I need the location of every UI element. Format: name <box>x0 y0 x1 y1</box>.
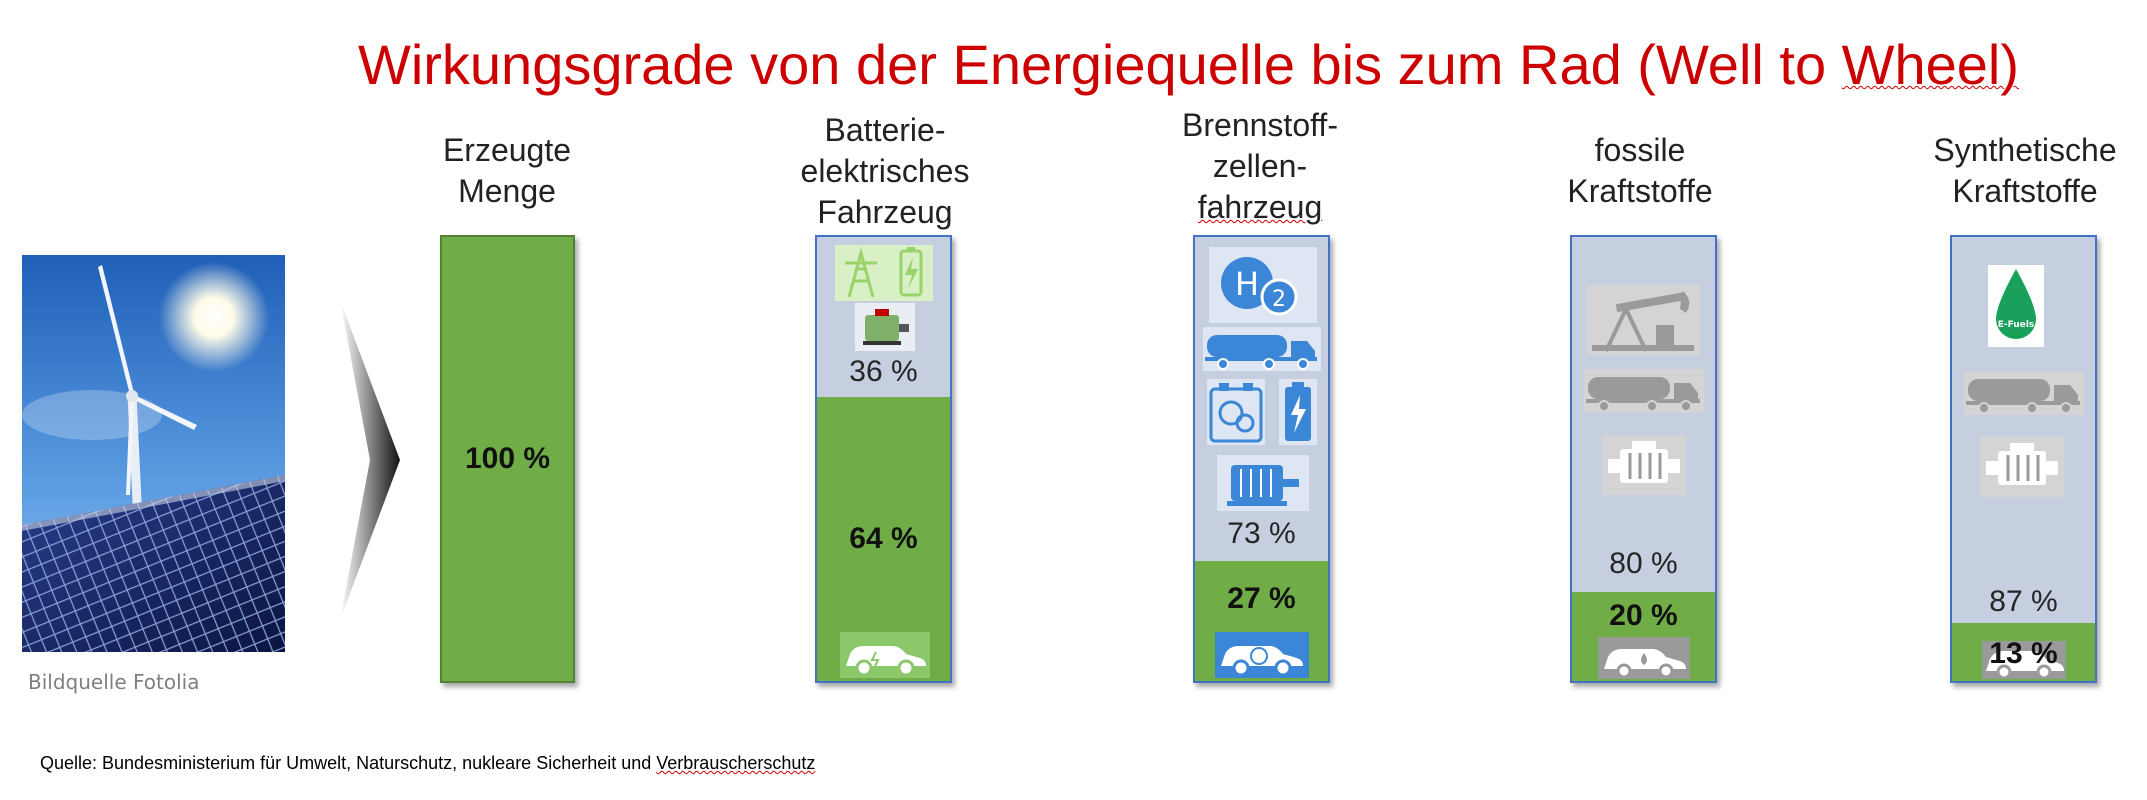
arrow-right-icon <box>340 300 400 620</box>
label-line: Erzeugte <box>442 132 572 168</box>
bar-batterie-elektrisch: 36 % 64 % <box>815 235 952 683</box>
hydrogen-icon: H 2 <box>1209 247 1317 323</box>
column-label-synthetisch: Synthetische Kraftstoffe <box>1920 130 2130 212</box>
electric-car-icon <box>840 632 930 678</box>
electric-motor-icon <box>1217 455 1309 511</box>
column-label-erzeugte-menge: Erzeugte Menge <box>422 130 592 212</box>
efficiency-value-label: 64 % <box>849 522 918 555</box>
hydrogen-tank-icon <box>1207 379 1265 445</box>
loss-value-label: 36 % <box>849 355 918 388</box>
power-pylon-icon <box>835 245 933 301</box>
battery-icon <box>1279 379 1317 445</box>
efficiency-value-label: 27 % <box>1227 582 1296 615</box>
svg-text:2: 2 <box>1272 287 1286 312</box>
tanker-truck-icon <box>1203 327 1321 371</box>
loss-value-label: 87 % <box>1989 585 2058 618</box>
combustion-engine-icon <box>1980 437 2064 497</box>
column-label-batterie: Batterie- elektrisches Fahrzeug <box>780 110 990 233</box>
combustion-engine-icon <box>1602 435 1686 495</box>
electric-motor-icon <box>855 303 915 351</box>
column-label-brennstoffzelle: Brennstoff- zellen- fahrzeug <box>1160 105 1360 228</box>
tanker-truck-icon <box>1964 371 2084 415</box>
hydrogen-car-icon <box>1215 632 1309 678</box>
e-fuels-drop-icon: E-Fuels <box>1988 265 2044 347</box>
tanker-truck-icon <box>1584 369 1704 413</box>
label-line: Fahrzeug <box>817 194 953 230</box>
label-line: fossile <box>1594 132 1686 168</box>
wind-turbine-solar-photo <box>22 255 285 652</box>
label-line: elektrisches <box>800 153 970 189</box>
label-line: zellen- <box>1212 148 1308 184</box>
label-line: Kraftstoffe <box>1567 173 1713 209</box>
label-line: Batterie- <box>824 112 946 148</box>
title-text-end: Wheel) <box>1841 33 2020 96</box>
bar-fossile-kraftstoffe: 80 % 20 % <box>1570 235 1717 683</box>
bar-synthetische-kraftstoffe: E-Fuels 87 % 13 % <box>1950 235 2097 683</box>
label-line: Synthetische <box>1933 132 2117 168</box>
label-line: Menge <box>458 173 556 209</box>
efficiency-value-label: 13 % <box>1989 637 2058 670</box>
bar-erzeugte-menge: 100 % <box>440 235 575 683</box>
photo-credit: Bildquelle Fotolia <box>28 670 200 694</box>
loss-value-label: 73 % <box>1227 517 1296 550</box>
oil-pump-icon <box>1586 285 1700 355</box>
title-text: Wirkungsgrade von der Energiequelle bis … <box>357 33 1842 96</box>
source-text-end: Verbrauscherschutz <box>656 753 816 773</box>
fuel-car-icon <box>1598 637 1690 679</box>
label-line: Brennstoff- <box>1182 107 1338 143</box>
bar-value-label: 100 % <box>464 442 551 475</box>
page-title: Wirkungsgrade von der Energiequelle bis … <box>0 30 2147 100</box>
label-line: Kraftstoffe <box>1952 173 2098 209</box>
efficiency-value-label: 20 % <box>1609 599 1678 632</box>
column-label-fossil: fossile Kraftstoffe <box>1540 130 1740 212</box>
source-note: Quelle: Bundesministerium für Umwelt, Na… <box>40 753 815 774</box>
svg-text:H: H <box>1235 265 1259 303</box>
source-text: Quelle: Bundesministerium für Umwelt, Na… <box>40 753 657 773</box>
bar-brennstoffzelle: H 2 73 % 27 % <box>1193 235 1330 683</box>
fuel-car-icon <box>1982 641 2066 679</box>
e-fuels-label: E-Fuels <box>1998 320 2035 330</box>
label-line: fahrzeug <box>1197 189 1323 225</box>
loss-value-label: 80 % <box>1609 547 1678 580</box>
